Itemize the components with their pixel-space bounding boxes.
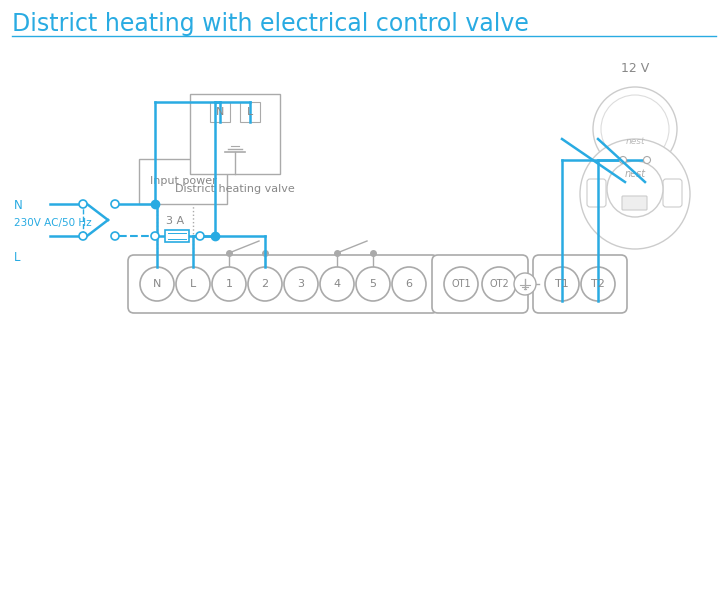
- Circle shape: [545, 267, 579, 301]
- Circle shape: [140, 267, 174, 301]
- Circle shape: [176, 267, 210, 301]
- Bar: [210, 102, 230, 122]
- Text: L: L: [14, 251, 20, 264]
- Text: T2: T2: [591, 279, 605, 289]
- FancyBboxPatch shape: [432, 255, 528, 313]
- Circle shape: [151, 232, 159, 240]
- Circle shape: [581, 267, 615, 301]
- Circle shape: [593, 87, 677, 171]
- Circle shape: [356, 267, 390, 301]
- Circle shape: [248, 267, 282, 301]
- Text: 4: 4: [333, 279, 341, 289]
- Text: 2: 2: [261, 279, 269, 289]
- Circle shape: [444, 267, 478, 301]
- Circle shape: [196, 232, 204, 240]
- Circle shape: [601, 95, 669, 163]
- Text: OT2: OT2: [489, 279, 509, 289]
- Circle shape: [320, 267, 354, 301]
- FancyBboxPatch shape: [587, 179, 606, 207]
- Text: 6: 6: [405, 279, 413, 289]
- Text: N: N: [215, 107, 224, 117]
- Text: District heating with electrical control valve: District heating with electrical control…: [12, 12, 529, 36]
- Bar: [190, 94, 280, 174]
- Circle shape: [644, 156, 651, 163]
- Text: nest: nest: [625, 137, 645, 146]
- Circle shape: [580, 139, 690, 249]
- Text: L: L: [247, 107, 253, 117]
- Circle shape: [620, 156, 627, 163]
- FancyBboxPatch shape: [533, 255, 627, 313]
- Text: nest: nest: [625, 169, 646, 179]
- Circle shape: [514, 273, 536, 295]
- Circle shape: [212, 267, 246, 301]
- Circle shape: [607, 161, 663, 217]
- Text: T1: T1: [555, 279, 569, 289]
- Bar: [165, 230, 189, 242]
- Text: 5: 5: [370, 279, 376, 289]
- Text: Input power: Input power: [150, 176, 216, 187]
- Circle shape: [79, 232, 87, 240]
- Circle shape: [392, 267, 426, 301]
- Text: 230V AC/50 Hz: 230V AC/50 Hz: [14, 218, 92, 228]
- Text: 12 V: 12 V: [621, 62, 649, 75]
- Bar: [240, 102, 260, 122]
- FancyBboxPatch shape: [128, 255, 438, 313]
- Circle shape: [111, 200, 119, 208]
- Text: OT1: OT1: [451, 279, 471, 289]
- Text: 1: 1: [226, 279, 232, 289]
- FancyBboxPatch shape: [663, 179, 682, 207]
- Circle shape: [482, 267, 516, 301]
- Circle shape: [79, 200, 87, 208]
- Circle shape: [284, 267, 318, 301]
- Text: N: N: [153, 279, 161, 289]
- Text: 3: 3: [298, 279, 304, 289]
- Text: 3 A: 3 A: [166, 216, 184, 226]
- Bar: [139, 159, 227, 204]
- FancyBboxPatch shape: [622, 196, 647, 210]
- Text: L: L: [190, 279, 196, 289]
- Text: District heating valve: District heating valve: [175, 184, 295, 194]
- Circle shape: [111, 232, 119, 240]
- Text: N: N: [14, 199, 23, 212]
